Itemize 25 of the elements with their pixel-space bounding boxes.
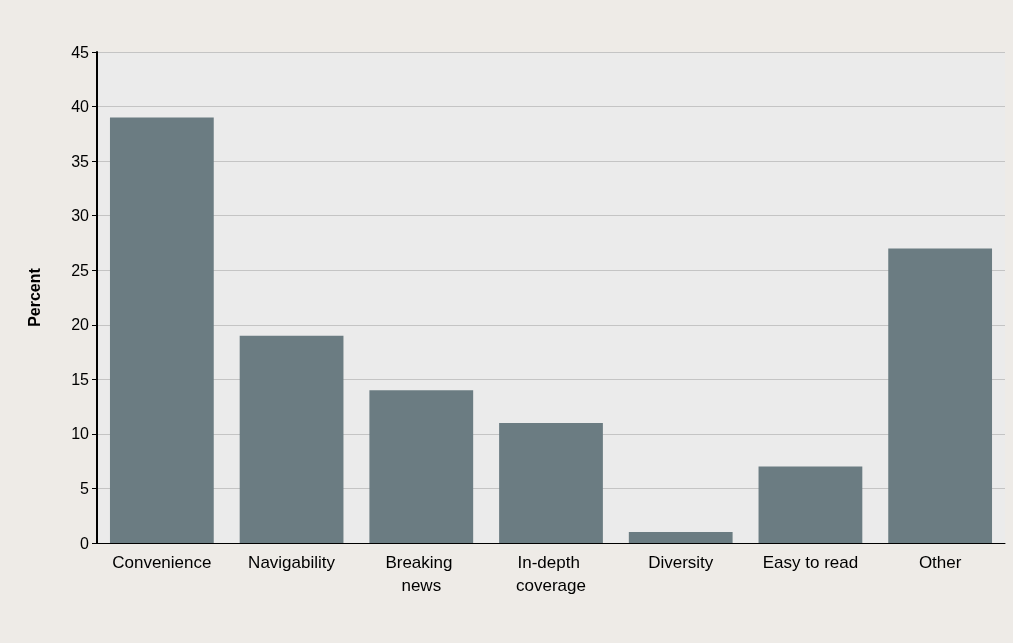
x-tick-label: Diversity [648,553,714,572]
y-tick-label: 45 [71,43,90,61]
bar [109,117,214,543]
x-tick-label: Other [918,553,962,572]
x-tick-label: Navigability [248,553,336,572]
x-tick-label: In-depth coverage [516,553,586,595]
y-tick-label: 20 [71,316,90,334]
x-tick-label: Breaking news [385,553,458,595]
y-tick-label: 25 [71,261,90,279]
bar [888,248,993,543]
y-tick-label: 15 [71,370,90,388]
bar [239,335,344,543]
y-tick-label: 5 [80,479,90,497]
y-tick-label: 35 [71,152,90,170]
y-tick-label: 0 [80,534,90,552]
y-tick-label: 40 [71,98,90,116]
x-tick-label: Easy to read [762,553,859,572]
bar [628,532,733,543]
y-tick-label: 10 [71,425,90,443]
bar [499,422,603,543]
bar [369,390,474,543]
y-axis-title: Percent [25,267,43,327]
x-tick-label: Convenience [112,553,212,572]
bar [758,466,863,543]
y-tick-label: 30 [71,207,90,225]
